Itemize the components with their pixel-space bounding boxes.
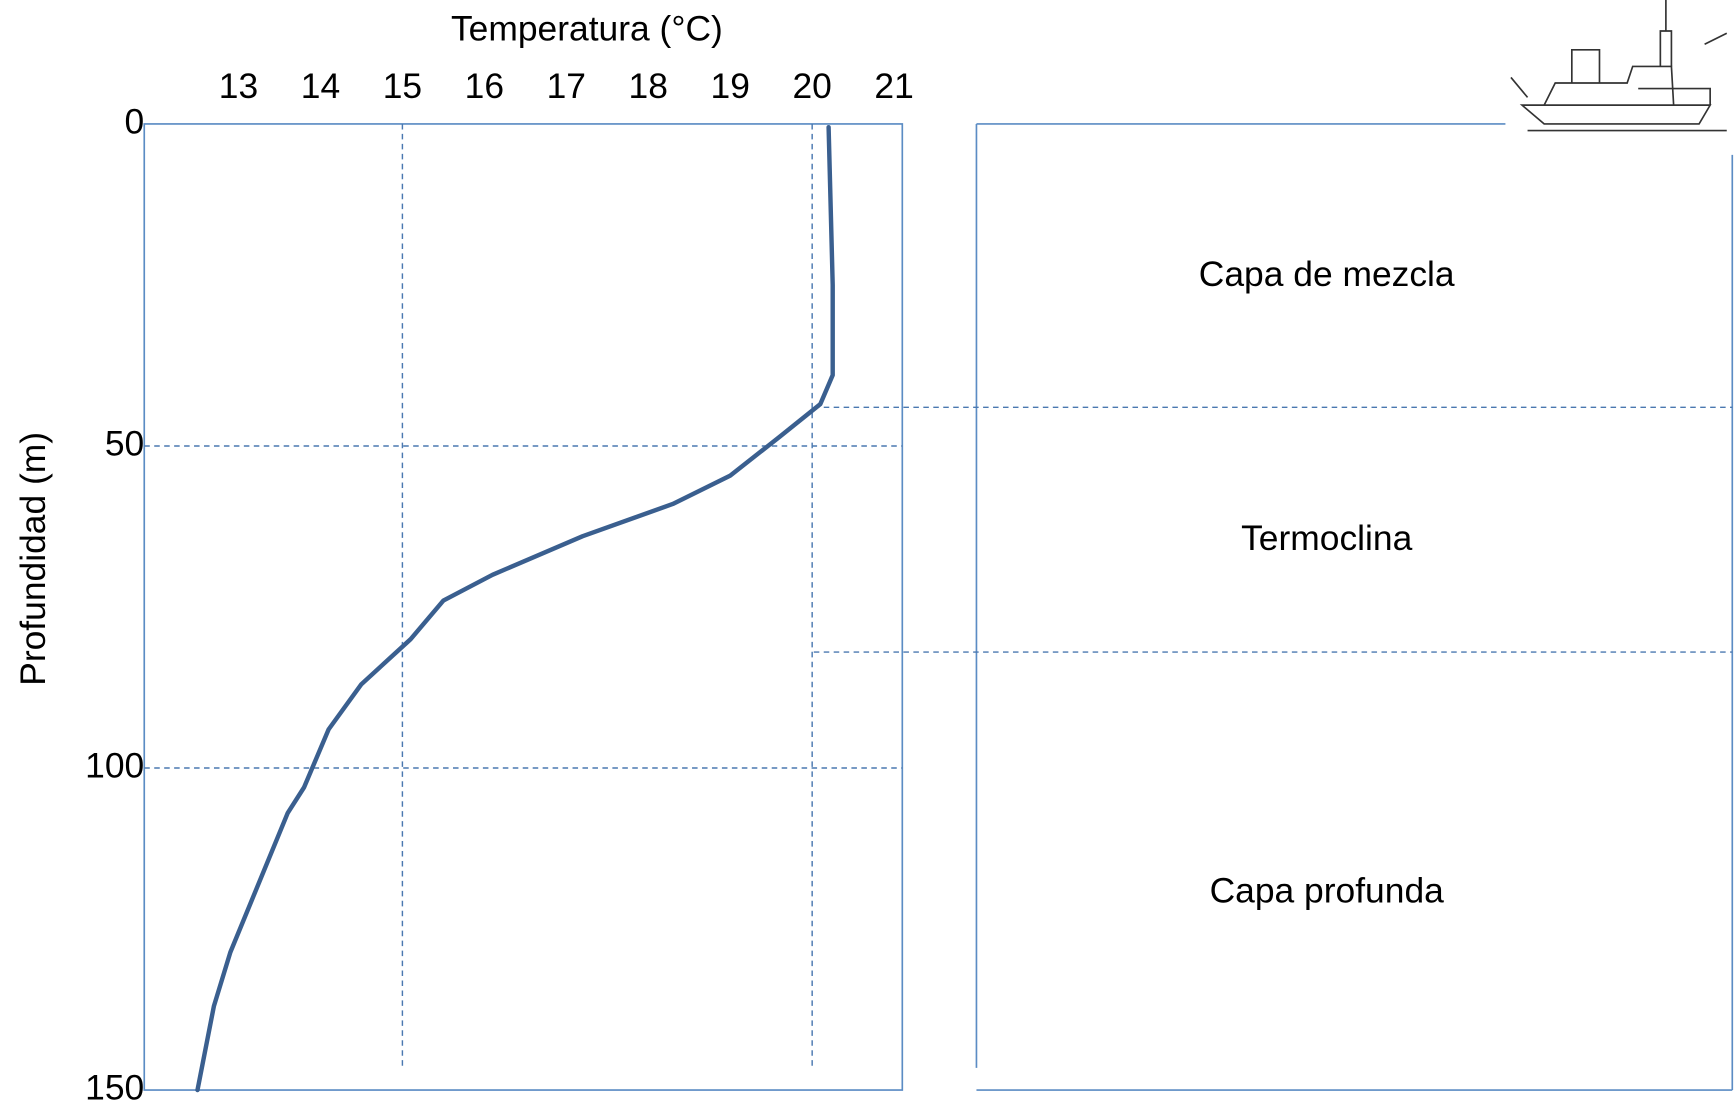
y-tick-label: 0 bbox=[125, 101, 145, 141]
temperature-profile bbox=[195, 124, 835, 1093]
x-tick-label: 19 bbox=[711, 66, 750, 106]
y-tick-label: 100 bbox=[85, 745, 144, 785]
x-tick-label: 13 bbox=[219, 66, 258, 106]
layer-label: Capa de mezcla bbox=[1199, 254, 1455, 294]
layer-label: Capa profunda bbox=[1210, 871, 1445, 911]
y-axis-label: Profundidad (m) bbox=[13, 432, 53, 686]
layer-label: Termoclina bbox=[1241, 518, 1412, 558]
layer-frame bbox=[975, 123, 1734, 1091]
boat-icon bbox=[1510, 0, 1728, 132]
x-tick-label: 14 bbox=[301, 66, 340, 106]
x-tick-label: 16 bbox=[465, 66, 504, 106]
x-tick-label: 17 bbox=[547, 66, 586, 106]
x-axis-label: Temperatura (°C) bbox=[451, 8, 723, 48]
x-tick-label: 20 bbox=[792, 66, 831, 106]
y-tick-label: 50 bbox=[105, 423, 144, 463]
x-tick-label: 18 bbox=[629, 66, 668, 106]
x-tick-label: 15 bbox=[383, 66, 422, 106]
plot-frame bbox=[143, 123, 904, 1091]
y-tick-label: 150 bbox=[85, 1067, 144, 1100]
x-tick-label: 21 bbox=[874, 66, 913, 106]
